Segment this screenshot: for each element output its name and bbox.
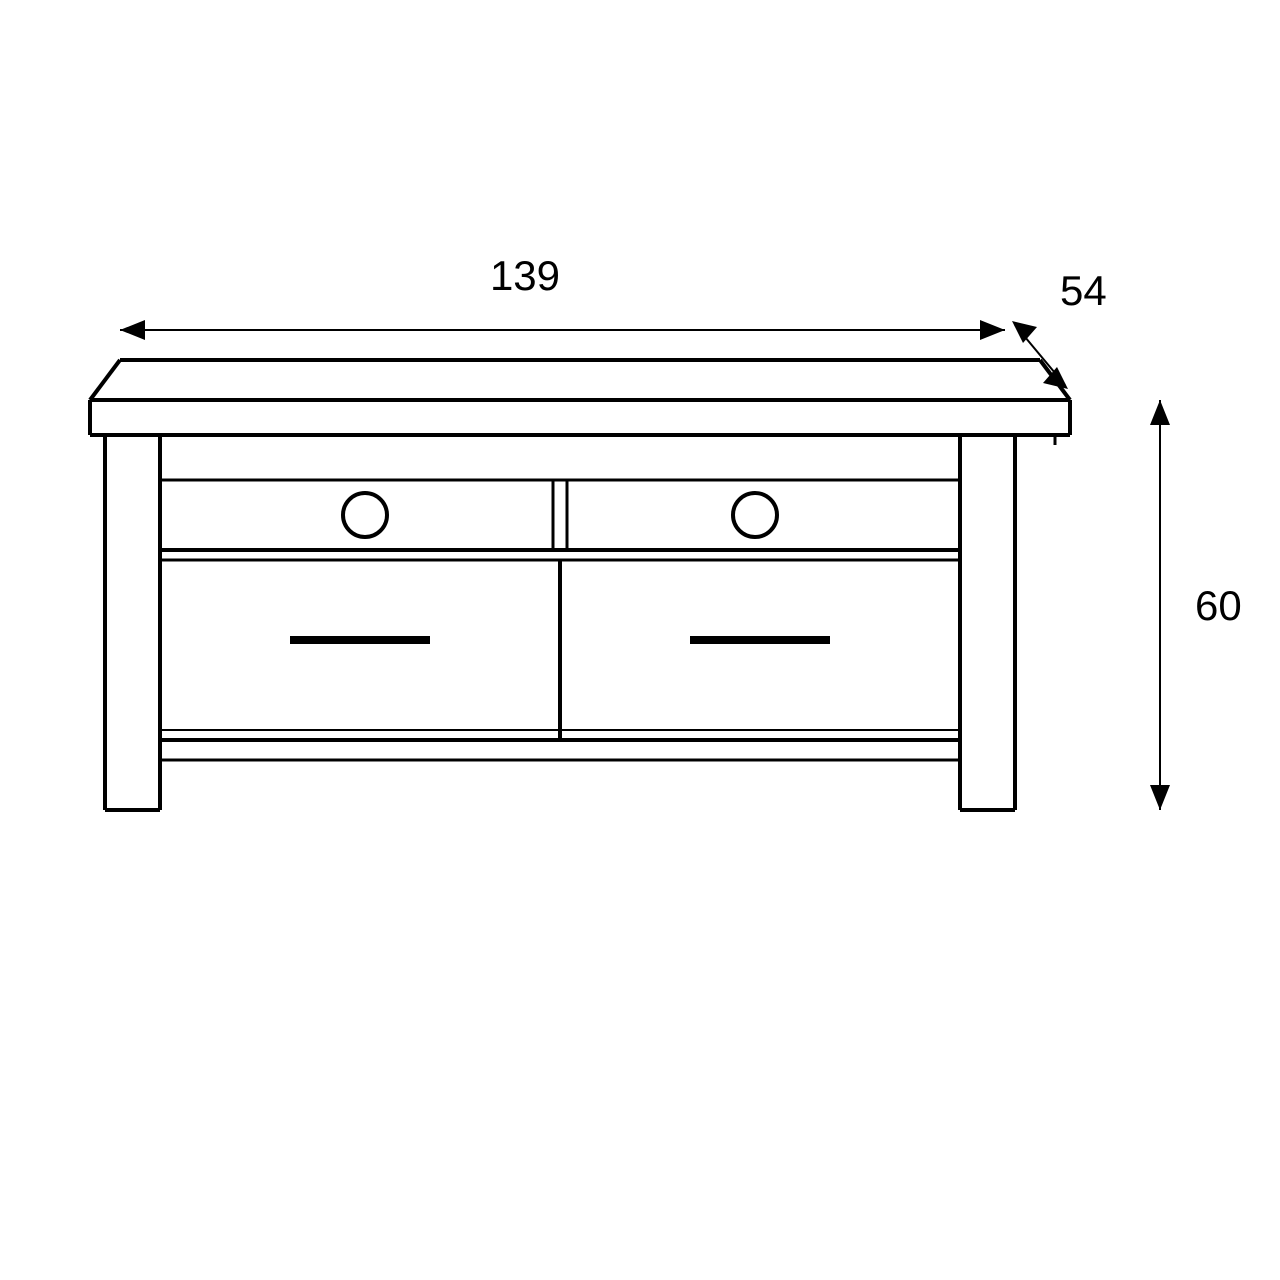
dimension-height: 60 (1150, 400, 1242, 810)
upper-shelf (160, 480, 960, 550)
drawer-handle-left (290, 636, 430, 644)
furniture-dimension-diagram: 139 54 60 (0, 0, 1280, 1280)
tabletop (90, 360, 1070, 435)
dimension-width: 139 (120, 252, 1005, 340)
right-leg (960, 435, 1055, 810)
tv-cabinet-drawing (90, 360, 1070, 810)
dimension-depth-label: 54 (1060, 267, 1107, 314)
cable-hole-left (343, 493, 387, 537)
dimension-width-label: 139 (490, 252, 560, 299)
left-leg (105, 435, 160, 810)
dimension-depth: 54 (1012, 267, 1107, 389)
drawer-handle-right (690, 636, 830, 644)
cable-hole-right (733, 493, 777, 537)
dimension-height-label: 60 (1195, 582, 1242, 629)
drawers (160, 560, 960, 740)
